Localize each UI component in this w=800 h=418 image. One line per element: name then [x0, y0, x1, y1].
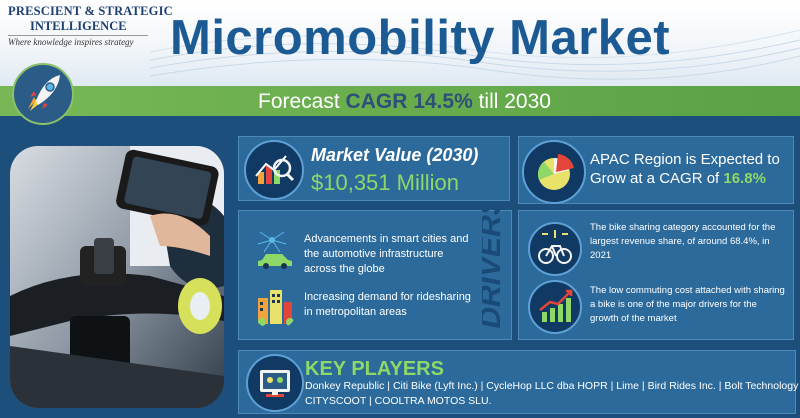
scooter-photo [10, 146, 224, 408]
header-banner [0, 0, 800, 86]
key-players-line1: Donkey Republic | Citi Bike (Lyft Inc.) … [305, 380, 800, 392]
logo-line1: PRESCIENT & STRATEGIC [8, 4, 173, 18]
logo-tagline: Where knowledge inspires strategy [8, 35, 148, 47]
fact-commuting-cost: The low commuting cost attached with sha… [590, 285, 785, 324]
apac-text: APAC Region is Expected to Grow at a CAG… [590, 151, 780, 187]
market-value-label: Market Value (2030) [311, 145, 479, 165]
driver-ridesharing: Increasing demand for ridesharing in met… [304, 291, 471, 318]
svg-text:DRIVERS: DRIVERS [482, 210, 507, 329]
key-players-line2: CITYSCOOT | COOLTRA MOTOS SLU. [305, 395, 492, 407]
smart-city-car-icon [250, 226, 298, 274]
key-players-panel [238, 350, 796, 414]
key-players-icon [246, 354, 304, 412]
market-value-amount: $10,351 Million [311, 170, 459, 195]
header-wave-lines [150, 29, 800, 80]
driver-smart-cities: Advancements in smart cities and the aut… [304, 233, 469, 275]
page-title: Micromobility Market [170, 11, 671, 65]
pie-chart-icon [522, 140, 586, 204]
rocket-icon [12, 63, 74, 125]
forecast-bar [0, 86, 800, 116]
bike-sharing-icon [528, 222, 582, 276]
fact-bike-sharing: The bike sharing category accounted for … [590, 222, 776, 261]
logo-line2: INTELLIGENCE [30, 19, 127, 33]
drivers-vertical-label: DRIVERS [482, 210, 507, 329]
key-players-title: KEY PLAYERS [305, 358, 444, 380]
city-buildings-icon [252, 284, 298, 330]
company-logo: PRESCIENT & STRATEGIC INTELLIGENCE Where… [8, 4, 173, 47]
forecast-text: Forecast CAGR 14.5% till 2030 [258, 90, 551, 113]
market-growth-icon [244, 140, 304, 200]
growth-chart-icon [528, 280, 582, 334]
